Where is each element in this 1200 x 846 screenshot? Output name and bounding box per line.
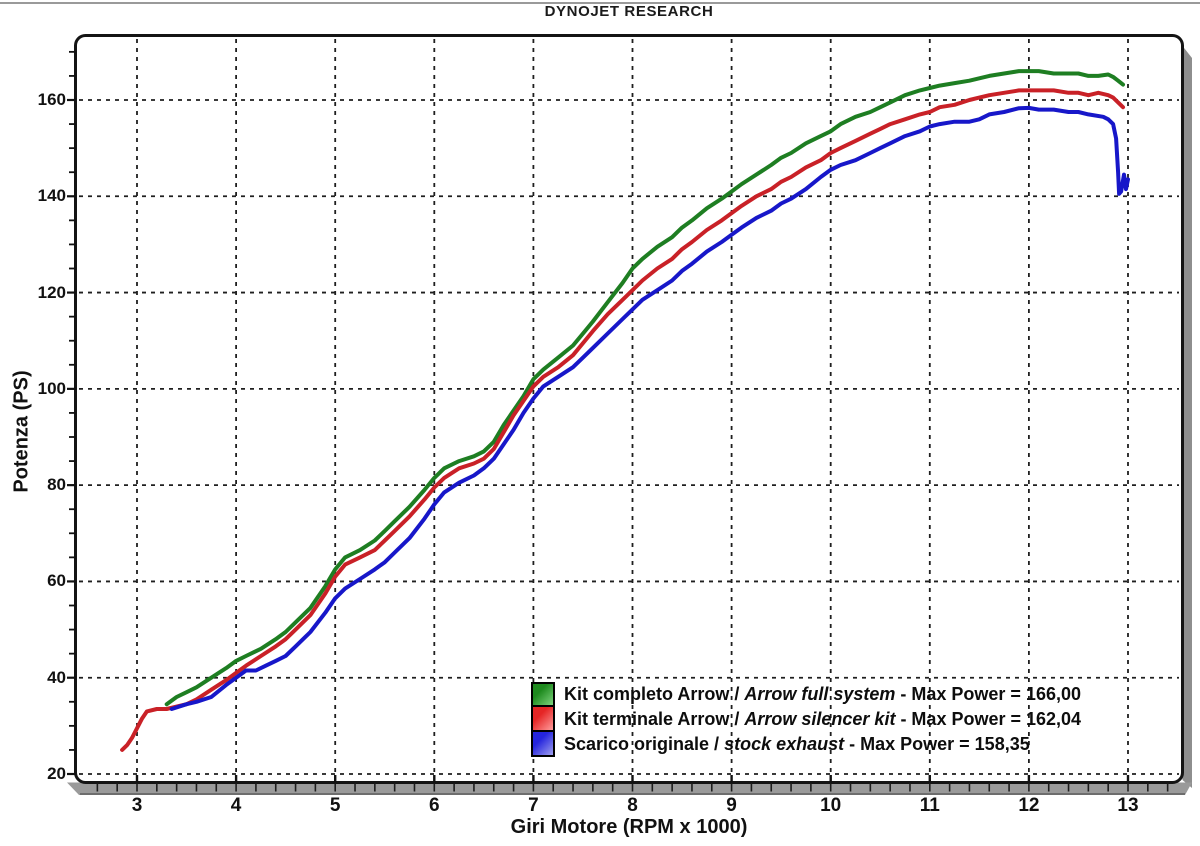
legend-label-arrow-full-system: Kit completo Arrow / Arrow full system -… (564, 682, 1081, 707)
legend-label-stock-exhaust: Scarico originale / stock exhaust - Max … (564, 732, 1030, 757)
y-axis-label: Potenza (PS) (10, 370, 33, 493)
legend-row-arrow-full-system: Kit completo Arrow / Arrow full system -… (531, 682, 1081, 707)
legend-swatch-stock-exhaust (531, 730, 555, 757)
legend-swatch-arrow-silencer-kit (531, 705, 555, 732)
y-tick-label: 160 (37, 89, 66, 109)
series-line-arrow-silencer-kit (120, 88, 1125, 752)
x-tick-label: 9 (726, 795, 737, 816)
y-tick-label: 40 (47, 667, 66, 687)
legend-label-arrow-silencer-kit: Kit terminale Arrow / Arrow silencer kit… (564, 707, 1081, 732)
legend-label-english: Arrow full system (744, 684, 896, 704)
x-axis-label: Giri Motore (RPM x 1000) (510, 816, 748, 838)
x-tick-label: 5 (329, 795, 341, 816)
y-tick-label: 60 (47, 571, 66, 591)
legend: Kit completo Arrow / Arrow full system -… (531, 682, 1081, 757)
legend-label-part: - Max Power = 162,04 (895, 709, 1082, 729)
legend-label-part: - Max Power = 158,35 (844, 734, 1030, 754)
y-tick-label: 140 (37, 186, 66, 206)
chart-title: DYNOJET RESEARCH (544, 3, 714, 20)
top-border-rule (0, 2, 1200, 4)
plot-shadow-right (1182, 46, 1192, 788)
plot-frame (74, 34, 1184, 784)
legend-row-arrow-silencer-kit: Kit terminale Arrow / Arrow silencer kit… (531, 705, 1081, 732)
y-tick-label: 120 (37, 282, 66, 302)
x-tick-label: 4 (230, 795, 242, 816)
x-tick-label: 12 (1018, 795, 1040, 816)
y-tick-label: 100 (37, 378, 66, 398)
x-tick-label: 8 (627, 795, 638, 816)
legend-label-part: - Max Power = 166,00 (895, 684, 1081, 704)
y-tick-label: 20 (47, 764, 66, 783)
legend-row-stock-exhaust: Scarico originale / stock exhaust - Max … (531, 730, 1081, 757)
series-line-arrow-full-system (164, 69, 1125, 707)
x-tick-label: 11 (919, 795, 940, 816)
y-tick-label: 80 (47, 475, 66, 495)
legend-label-part: Kit completo Arrow / (564, 684, 745, 704)
series-line-stock-exhaust (169, 105, 1130, 711)
legend-label-english: stock exhaust (724, 734, 845, 754)
x-tick-label: 3 (131, 795, 143, 816)
x-tick-label: 7 (528, 795, 539, 816)
x-tick-label: 10 (820, 795, 842, 816)
legend-label-part: Kit terminale Arrow / (564, 709, 745, 729)
x-tick-label: 13 (1117, 795, 1139, 816)
legend-label-english: Arrow silencer kit (744, 709, 896, 729)
legend-swatch-arrow-full-system (531, 682, 555, 707)
x-tick-label: 6 (429, 795, 440, 816)
legend-label-part: Scarico originale / (564, 734, 725, 754)
